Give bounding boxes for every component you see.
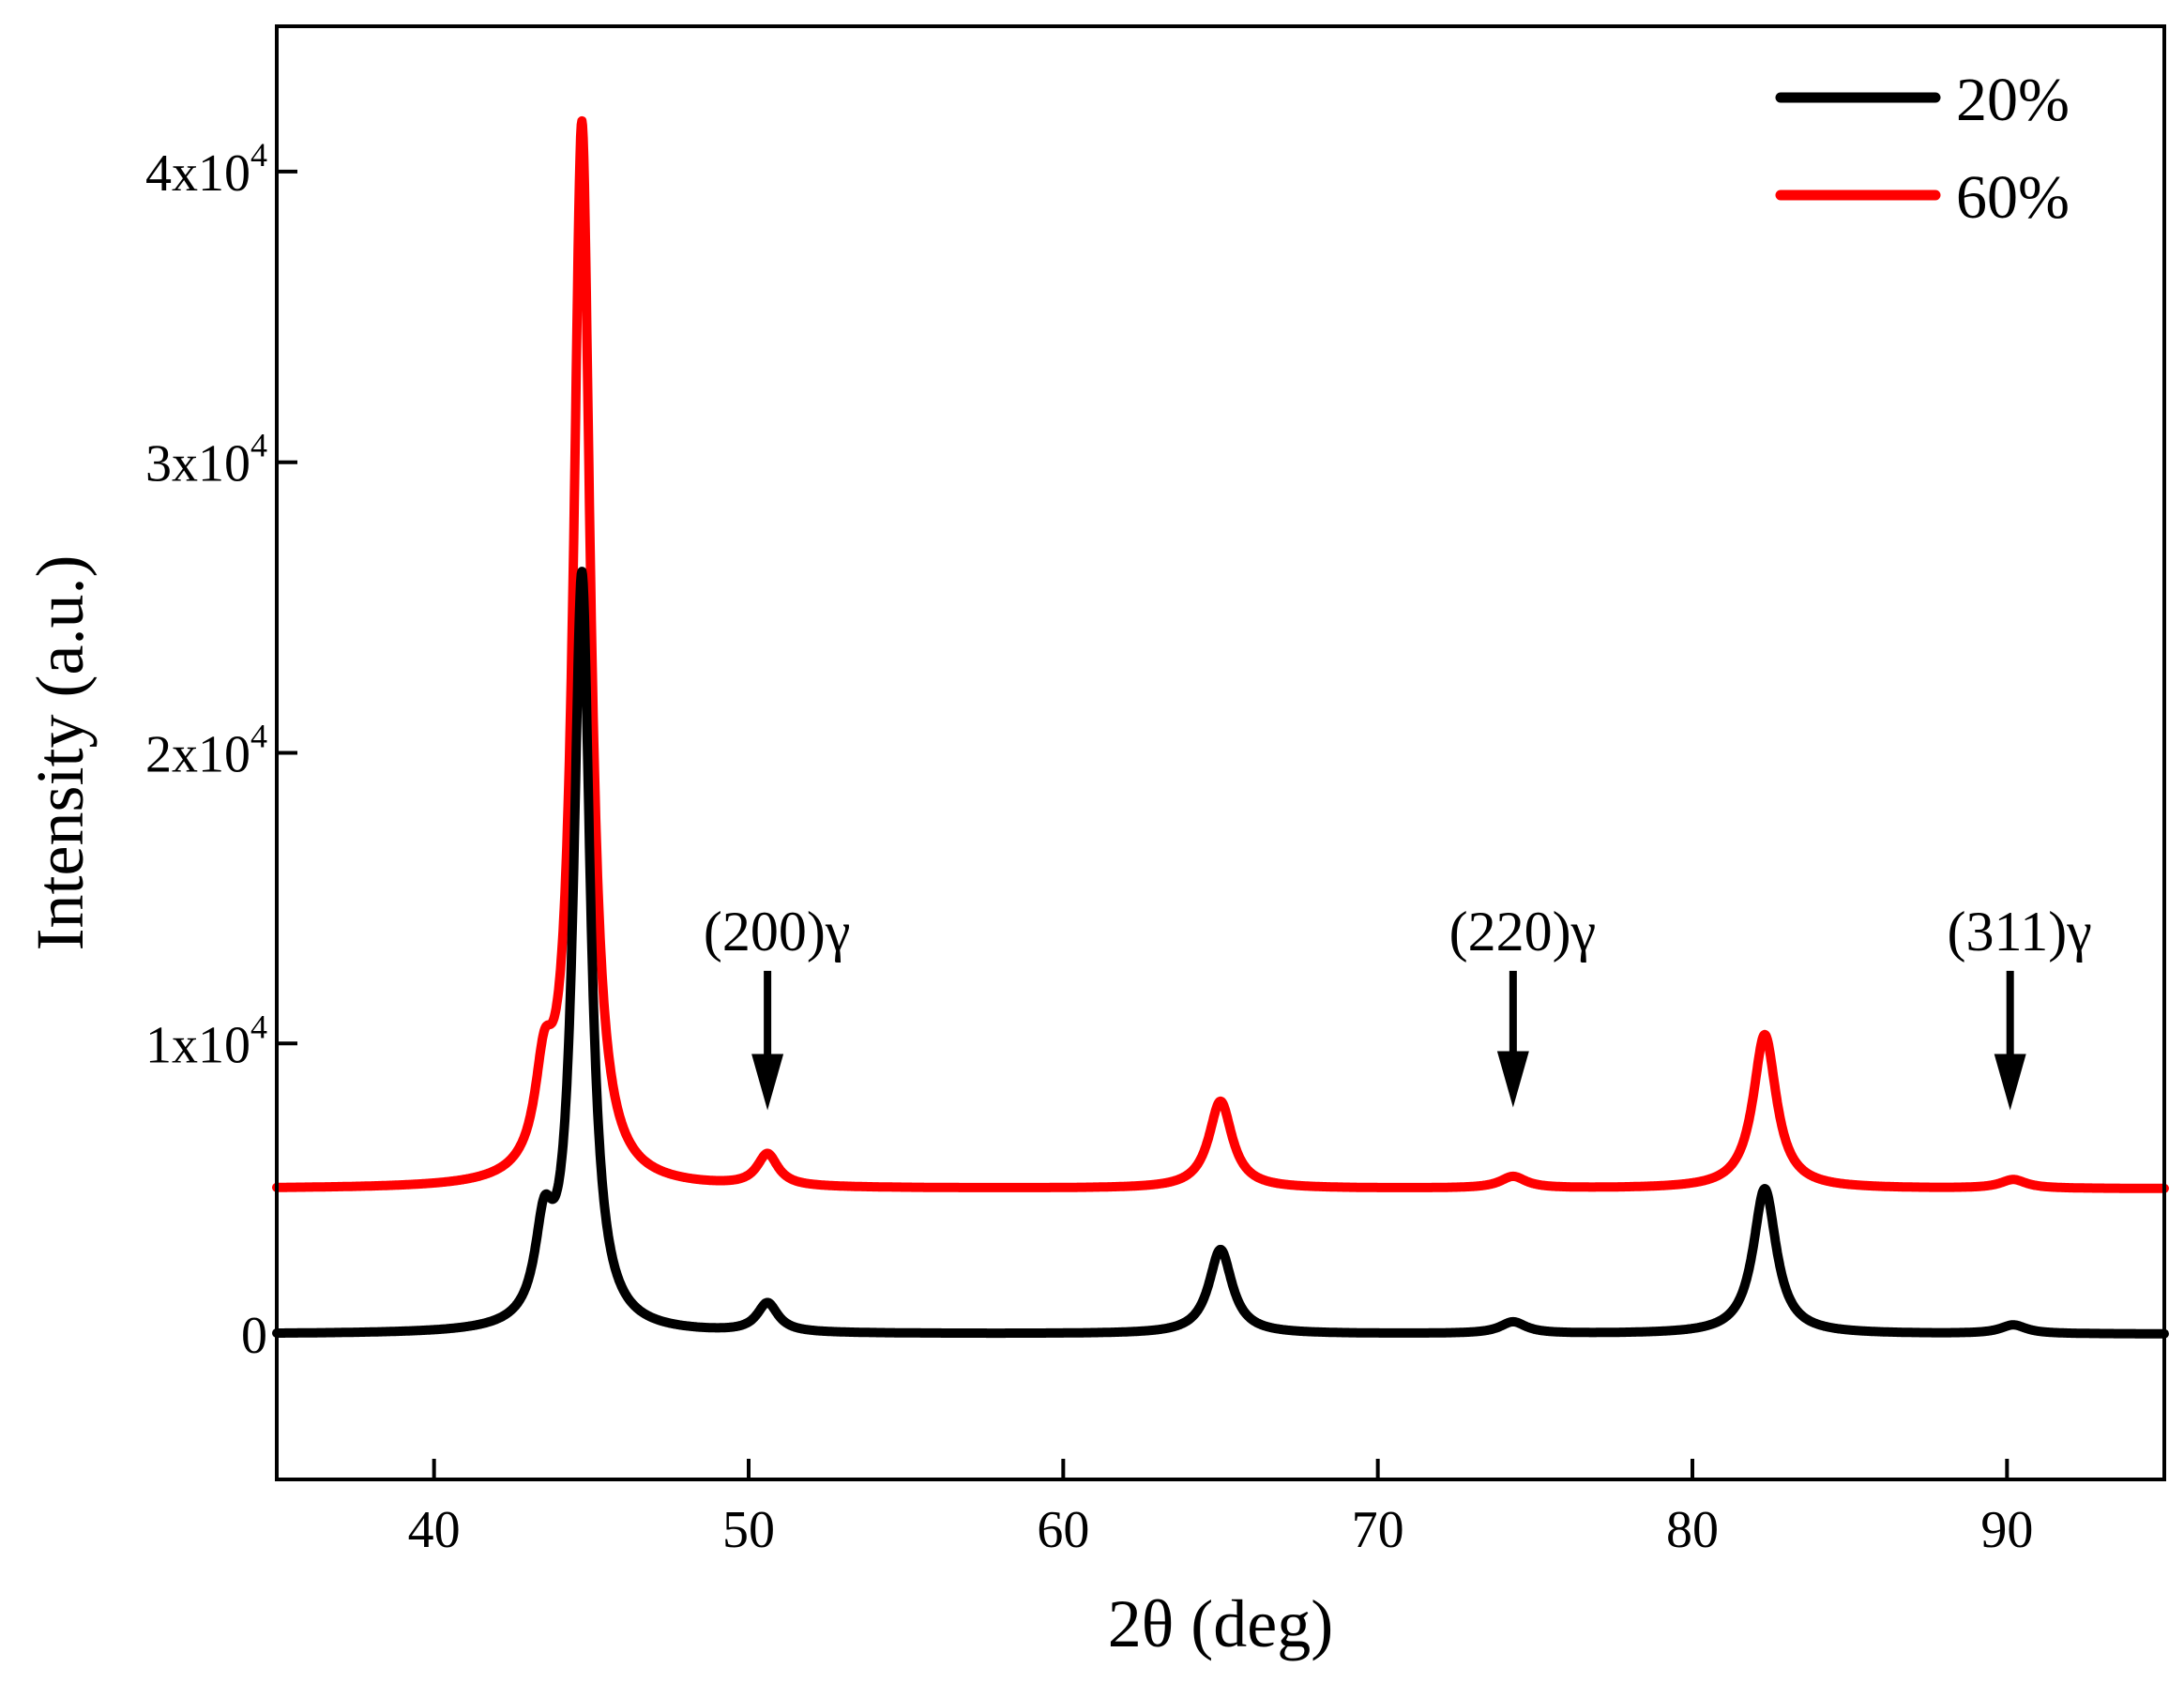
peak-annotation-label: (200)γ	[704, 901, 850, 963]
legend: 20%60%	[1775, 66, 2070, 232]
annotation-arrow-head	[751, 1054, 784, 1111]
series-layer	[272, 115, 2169, 1339]
y-tick-label: 1x104	[145, 1008, 267, 1074]
x-axis-title: 2θ (deg)	[1108, 1586, 1333, 1661]
x-tick-label: 50	[722, 1501, 775, 1559]
y-tick-label: 2x104	[145, 718, 267, 784]
legend-label-2: 60%	[1956, 163, 2070, 232]
y-axis-ticks: 0 1x104 2x104 3x104 4x104	[145, 136, 297, 1365]
x-tick-label: 90	[1980, 1501, 2033, 1559]
y-tick-label: 3x104	[145, 427, 267, 493]
series-line-2	[272, 115, 2169, 1193]
annotation-layer: (200)γ (220)γ (311)γ	[704, 901, 2092, 1111]
y-tick-label: 0	[241, 1307, 267, 1365]
series-line-1	[272, 567, 2169, 1339]
x-axis-ticks: 40 50 60 70 80 90	[408, 1459, 2033, 1559]
x-tick-label: 80	[1666, 1501, 1719, 1559]
x-tick-label: 70	[1352, 1501, 1404, 1559]
legend-label-1: 20%	[1956, 66, 2070, 134]
y-axis-title: Intensity (a.u.)	[23, 555, 98, 951]
y-tick-label: 4x104	[145, 136, 267, 203]
annotation-arrow-head	[1994, 1054, 2026, 1111]
annotation-arrow-head	[1496, 1051, 1529, 1108]
x-tick-label: 40	[408, 1501, 461, 1559]
peak-annotation-label: (311)γ	[1948, 901, 2092, 963]
peak-annotation-label: (220)γ	[1449, 901, 1596, 963]
x-tick-label: 60	[1037, 1501, 1089, 1559]
